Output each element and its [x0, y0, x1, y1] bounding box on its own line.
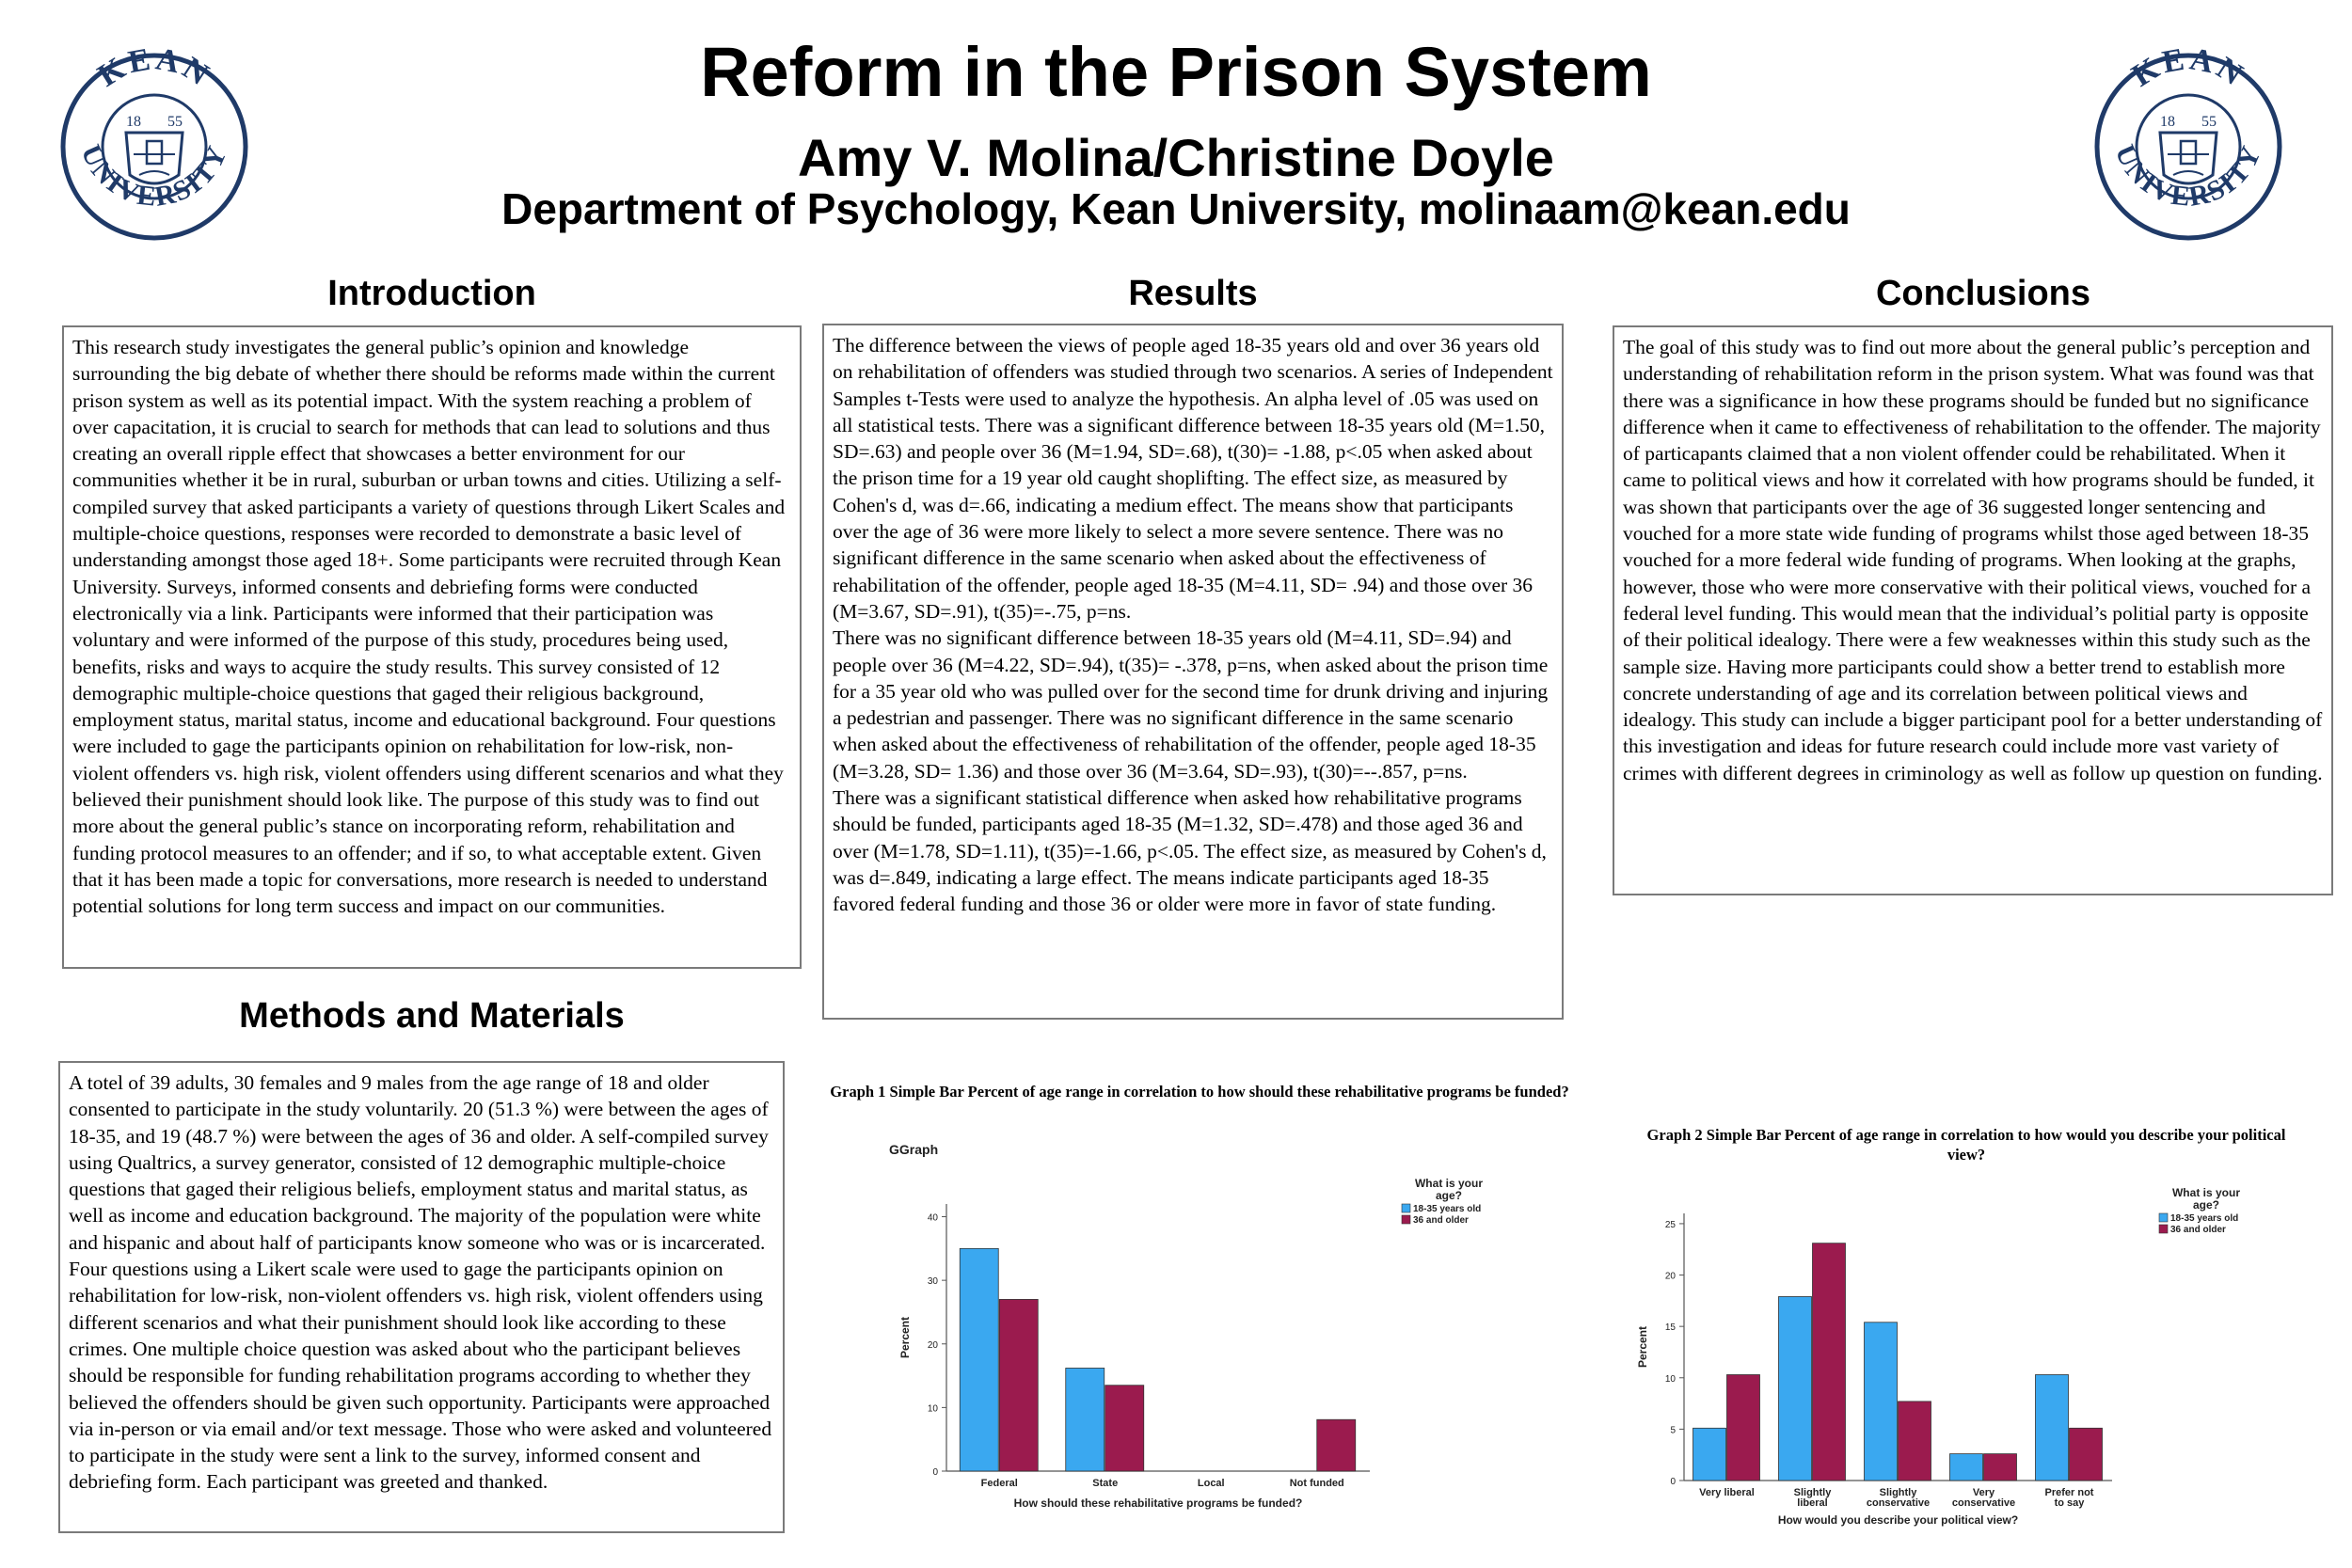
conclusions-box: The goal of this study was to find out m…: [1613, 325, 2333, 895]
bar-older: [2069, 1427, 2103, 1481]
bar-older: [1316, 1418, 1357, 1472]
x-tick-label: Very liberal: [1699, 1487, 1755, 1498]
kean-seal-icon: KEAN UNIVERSITY 18 55: [2094, 41, 2282, 241]
results-box: The difference between the views of peop…: [822, 324, 1564, 1020]
results-paragraph-1: The difference between the views of peop…: [833, 334, 1553, 623]
y-tick-label: 25: [1665, 1220, 1677, 1230]
legend-swatch: [1401, 1214, 1411, 1225]
x-tick-label: to say: [2055, 1497, 2086, 1509]
x-tick-label: State: [1092, 1478, 1118, 1489]
logo-year-right: 55: [2201, 114, 2217, 130]
legend-label: 18-35 years old: [1413, 1204, 1481, 1214]
bar-older: [1104, 1385, 1145, 1472]
kean-university-logo-right: KEAN UNIVERSITY 18 55: [2094, 41, 2282, 260]
y-tick-label: 20: [1665, 1272, 1677, 1282]
graph2-chart: 0 5 10 15 20 25 Percent Very liberal Slightly lib…: [1636, 1176, 2277, 1533]
poster-department: Department of Psychology, Kean Universit…: [501, 184, 1851, 233]
methods-heading: Methods and Materials: [239, 996, 625, 1036]
y-tick-label: 5: [1670, 1425, 1676, 1435]
results-paragraph-3: There was a significant statistical diff…: [833, 786, 1547, 916]
x-axis-label: How would you describe your political vi…: [1778, 1513, 2018, 1527]
bar-young: [2035, 1374, 2069, 1481]
bar-older: [998, 1299, 1039, 1472]
legend-title: What is your: [2172, 1186, 2240, 1199]
conclusions-text: The goal of this study was to find out m…: [1623, 336, 2323, 784]
bar-young: [959, 1247, 999, 1472]
legend-title: age?: [1436, 1189, 1462, 1202]
y-axis-label: Percent: [1636, 1326, 1649, 1368]
y-tick-label: 15: [1665, 1323, 1677, 1333]
logo-year-left: 18: [2160, 114, 2175, 130]
x-tick-label: Slightly: [1794, 1487, 1833, 1498]
legend-swatch: [2158, 1224, 2169, 1234]
bar-young: [1949, 1453, 1983, 1481]
graph1-title: Graph 1 Simple Bar Percent of age range …: [830, 1083, 1569, 1101]
y-tick-label: 10: [1665, 1374, 1677, 1385]
logo-year-right: 55: [167, 114, 183, 130]
x-axis-label: How should these rehabilitative programs…: [1014, 1497, 1303, 1510]
x-tick-label: conservative: [1867, 1497, 1930, 1509]
x-tick-label: Federal: [981, 1478, 1018, 1489]
bar-young: [1692, 1427, 1726, 1481]
x-tick-label: Very: [1973, 1487, 1995, 1498]
introduction-box: This research study investigates the gen…: [62, 325, 802, 969]
legend-swatch: [2158, 1212, 2169, 1223]
poster-authors: Amy V. Molina/Christine Doyle: [798, 128, 1554, 187]
x-tick-label: Slightly: [1880, 1487, 1918, 1498]
y-tick-label: 20: [928, 1340, 939, 1351]
logo-year-left: 18: [126, 114, 141, 130]
legend-label: 36 and older: [1413, 1215, 1469, 1226]
chart-svg: 0 10 20 30 40 Percent Federal State Local Not fun…: [898, 1177, 1483, 1510]
y-tick-label: 0: [932, 1467, 938, 1478]
bar-older: [1812, 1243, 1846, 1481]
legend-title: What is your: [1415, 1177, 1483, 1190]
legend-label: 36 and older: [2170, 1225, 2226, 1235]
results-paragraph-2: There was no significant difference betw…: [833, 626, 1549, 783]
y-tick-label: 0: [1670, 1477, 1676, 1487]
kean-seal-icon: KEAN UNIVERSITY 18 55: [60, 41, 248, 241]
legend-swatch: [1401, 1203, 1411, 1213]
graph2-title: Graph 2 Simple Bar Percent of age range …: [1646, 1126, 2286, 1164]
y-tick-label: 40: [928, 1213, 939, 1224]
methods-text: A totel of 39 adults, 30 females and 9 m…: [69, 1071, 772, 1494]
introduction-text: This research study investigates the gen…: [72, 336, 786, 918]
graph1-badge: GGraph: [889, 1142, 939, 1157]
bar-young: [1864, 1322, 1898, 1481]
x-tick-label: Local: [1198, 1478, 1225, 1489]
x-tick-label: conservative: [1952, 1497, 2015, 1509]
bar-older: [1983, 1453, 2017, 1481]
legend-title: age?: [2193, 1198, 2219, 1212]
methods-box: A totel of 39 adults, 30 females and 9 m…: [58, 1061, 785, 1533]
bar-older: [1898, 1401, 1931, 1481]
poster-title: Reform in the Prison System: [700, 33, 1652, 111]
legend-label: 18-35 years old: [2170, 1213, 2238, 1224]
y-axis-label: Percent: [898, 1317, 912, 1358]
bar-young: [1778, 1296, 1812, 1481]
bar-young: [1065, 1368, 1105, 1472]
introduction-heading: Introduction: [327, 274, 536, 313]
conclusions-heading: Conclusions: [1875, 274, 2091, 313]
y-tick-label: 10: [928, 1403, 939, 1414]
kean-university-logo-left: KEAN UNIVERSITY 18 55: [60, 41, 248, 260]
y-tick-label: 30: [928, 1276, 939, 1287]
graph1-chart: 0 10 20 30 40 Percent Federal State Local Not fun…: [884, 1166, 1524, 1524]
x-tick-label: liberal: [1797, 1497, 1827, 1509]
results-heading: Results: [1128, 274, 1258, 313]
bar-older: [1726, 1374, 1760, 1481]
x-tick-label: Prefer not: [2045, 1487, 2094, 1498]
x-tick-label: Not funded: [1290, 1478, 1344, 1489]
